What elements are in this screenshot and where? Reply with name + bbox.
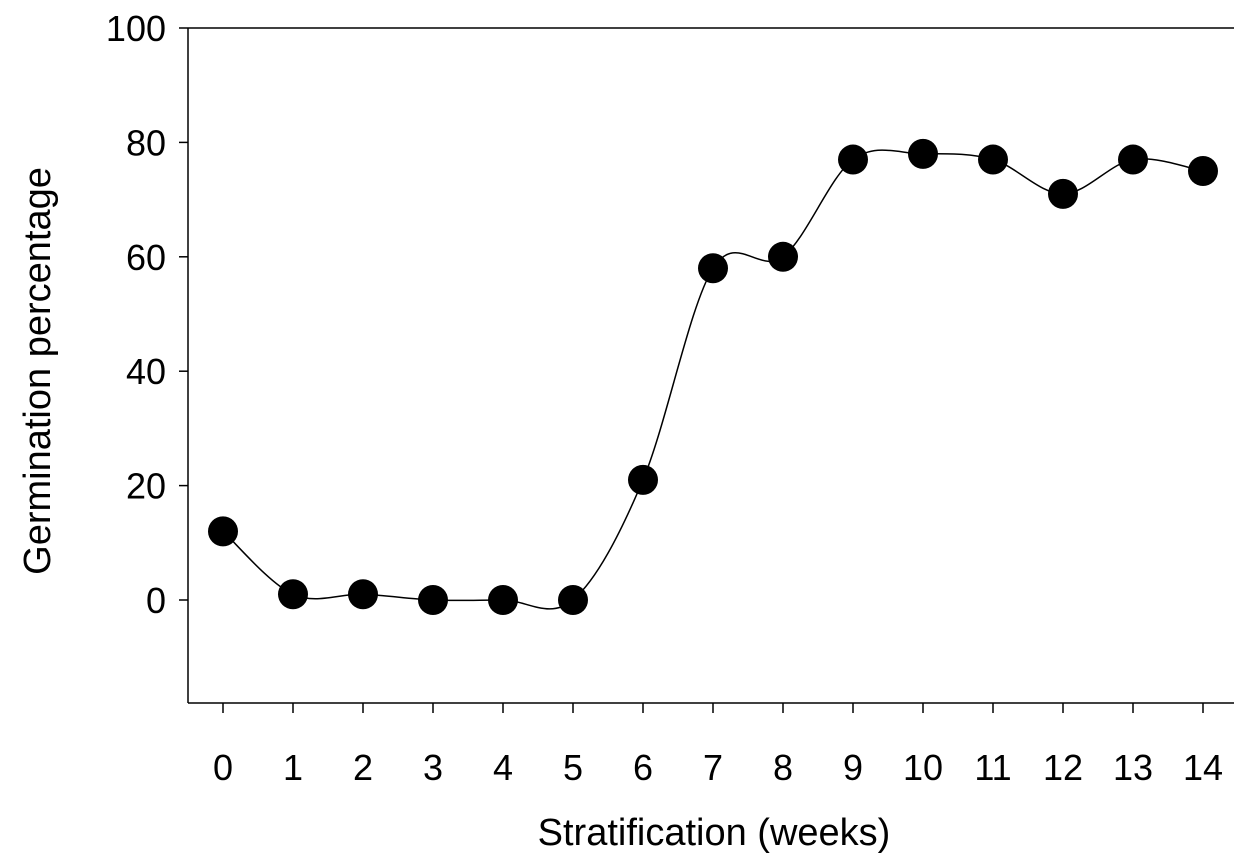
x-tick-label: 7 [703,747,723,788]
y-axis-title: Germination percentage [17,167,59,575]
y-tick-label: 80 [126,122,166,163]
y-tick-label: 20 [126,466,166,507]
x-tick-label: 12 [1043,747,1083,788]
x-tick-label: 2 [353,747,373,788]
data-point [278,579,308,610]
x-tick-label: 5 [563,747,583,788]
data-point [488,585,518,615]
axes [187,27,1234,704]
y-ticks: 0 20 40 60 80 100 [106,8,188,621]
x-tick-label: 10 [903,747,943,788]
data-point [978,144,1008,175]
data-point [768,241,798,272]
x-tick-label: 11 [974,747,1011,788]
y-tick-label: 100 [106,8,166,49]
x-tick-label: 13 [1113,747,1153,788]
data-point [208,516,238,547]
data-point [1188,156,1218,186]
data-point [1048,178,1078,209]
x-tick-label: 1 [283,747,303,788]
y-tick-label: 60 [126,237,166,278]
data-point [908,138,938,169]
data-point [698,253,728,284]
y-tick-label: 40 [126,351,166,392]
x-tick-label: 8 [773,747,793,788]
x-tick-label: 6 [633,747,653,788]
x-tick-label: 0 [213,747,233,788]
data-point [418,585,448,615]
series-line [222,149,1204,610]
data-point [628,464,658,495]
x-tick-label: 14 [1183,747,1223,788]
data-point [838,144,868,175]
data-point [348,579,378,610]
x-ticks: 0 1 2 3 4 5 6 7 8 9 10 11 12 13 14 [213,703,1223,788]
x-axis-title: Stratification (weeks) [538,812,891,854]
x-tick-label: 9 [843,747,863,788]
y-tick-label: 0 [146,580,166,621]
x-tick-label: 4 [493,747,513,788]
x-tick-label: 3 [423,747,443,788]
data-point [558,585,588,615]
data-points [208,138,1218,615]
data-point [1118,144,1148,175]
